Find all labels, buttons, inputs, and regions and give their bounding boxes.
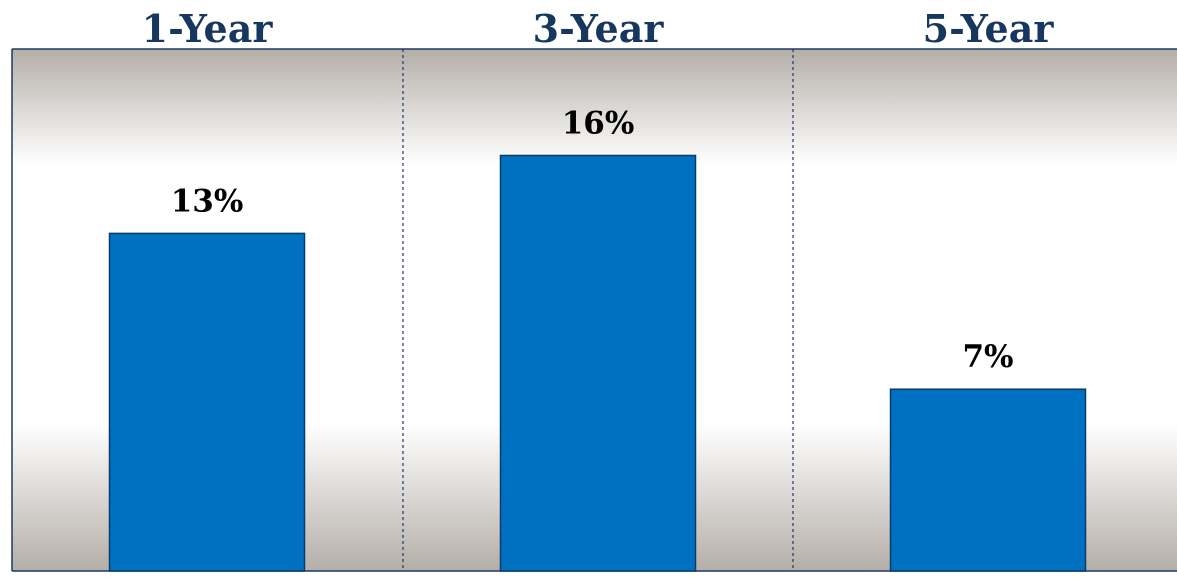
category-label-5-year: 5-Year — [923, 6, 1055, 51]
bar-1-year — [108, 232, 306, 572]
bar-3-year — [499, 154, 697, 572]
category-label-3-year: 3-Year — [533, 6, 665, 51]
category-label-1-year: 1-Year — [142, 6, 274, 51]
value-label-1-year: 13% — [171, 183, 244, 219]
value-label-5-year: 7% — [962, 339, 1013, 375]
value-label-3-year: 16% — [562, 105, 635, 141]
bar-5-year — [889, 388, 1087, 572]
